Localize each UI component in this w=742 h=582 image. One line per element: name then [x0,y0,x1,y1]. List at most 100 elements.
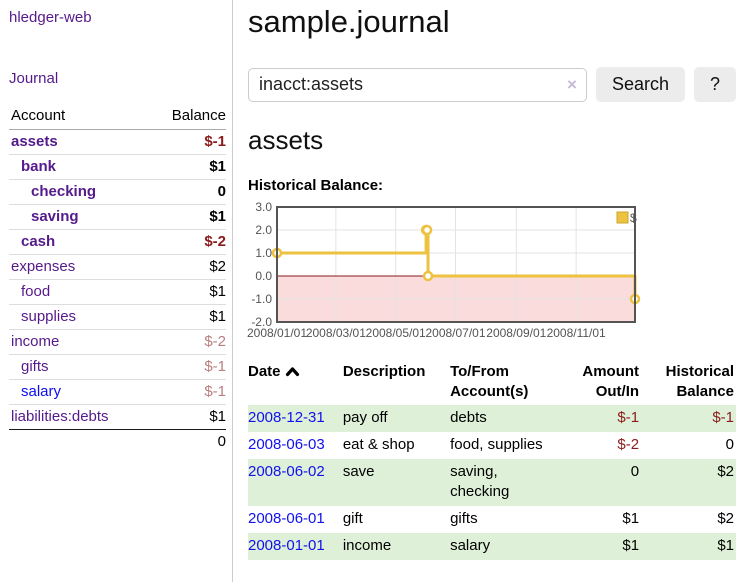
account-tree-body: assets $-1 bank $1 checking 0 saving $1 cash $-2 e… [9,129,226,430]
date-header-label: Date [248,363,281,380]
account-balance: $-2 [204,333,226,350]
legend-swatch [616,211,629,224]
sidebar-item-journal[interactable]: Journal [9,70,59,87]
transaction-row: 2008-12-31 pay off debts $-1 $-1 [248,405,736,432]
page-title: sample.journal [248,4,450,39]
column-header-date[interactable]: Date [248,360,343,405]
account-balance: $1 [209,408,226,425]
transaction-accounts: salary [450,537,491,554]
sidebar-account-link[interactable]: supplies [21,308,77,325]
transaction-amount: $-2 [617,436,640,453]
account-row: assets $-1 [9,129,226,155]
sidebar: hledger-web Journal Account Balance asse… [0,0,233,582]
balance-column-header: Balance [149,103,226,130]
main-content: sample.journal × Search ? assets Histori… [234,0,742,582]
column-header-description[interactable]: Description [342,363,426,380]
y-axis-tick-label: 2.0 [255,223,272,237]
transaction-description: income [342,537,392,554]
transaction-row: 2008-01-01 income salary $1 $1 [248,533,736,560]
account-tree: Account Balance assets $-1 bank $1 checking 0… [9,103,226,454]
x-axis-tick-label: 2008/11/01 [547,326,606,340]
search-button[interactable]: Search [595,67,685,102]
account-balance: $2 [209,258,226,275]
historical-balance-chart-svg: $3.0 2.0 1.0 0.0 -1.0 -2.02008/01/012008/03/0… [247,200,641,340]
account-row: expenses $2 [9,254,226,280]
x-axis-tick-label: 2008/07/01 [425,326,485,340]
register-header-row: Date Description To/From Account(s) Amou… [248,360,736,405]
y-axis-tick-label: 3.0 [255,200,272,214]
sidebar-account-link[interactable]: bank [21,158,57,175]
app-title-link[interactable]: hledger-web [9,9,92,26]
account-balance: $1 [209,283,226,300]
x-axis-tick-label: 2008/09/01 [486,326,546,340]
sort-ascending-icon [285,367,299,377]
x-axis-tick-label: 2008/03/01 [306,326,366,340]
sidebar-account-link[interactable]: cash [21,233,56,250]
sidebar-account-link[interactable]: income [11,333,60,350]
account-column-header: Account [9,103,150,130]
transaction-description: eat & shop [342,436,415,453]
transaction-date-link[interactable]: 2008-01-01 [248,537,325,554]
y-axis-tick-label: 0.0 [255,269,272,283]
sidebar-account-link[interactable]: gifts [21,358,49,375]
sidebar-account-link[interactable]: checking [31,183,97,200]
column-header-balance[interactable]: Historical Balance [665,363,734,400]
sidebar-account-link[interactable]: food [21,283,51,300]
account-balance: $1 [209,308,226,325]
transaction-date-link[interactable]: 2008-12-31 [248,409,325,426]
sidebar-account-link[interactable]: assets [11,133,58,150]
account-balance: $-1 [204,383,226,400]
transaction-accounts: food, supplies [450,436,543,453]
account-row: salary $-1 [9,379,226,405]
transaction-balance: $-1 [712,409,734,426]
sidebar-account-link[interactable]: saving [31,208,79,225]
chart-label: Historical Balance: [248,177,384,194]
account-row: food $1 [9,279,226,305]
transaction-balance: $2 [717,463,734,480]
transaction-accounts: debts [450,409,487,426]
total-balance: 0 [217,433,226,450]
account-balance: 0 [217,183,226,200]
transaction-accounts: gifts [450,510,478,527]
search-form: × Search ? [248,67,736,102]
transaction-balance: $2 [717,510,734,527]
transaction-date-link[interactable]: 2008-06-03 [248,436,325,453]
register-table: Date Description To/From Account(s) Amou… [248,360,736,560]
account-row: cash $-2 [9,229,226,255]
account-row: gifts $-1 [9,354,226,380]
sidebar-account-link[interactable]: salary [21,383,62,400]
account-tree-header: Account Balance [9,103,226,130]
account-balance: $-1 [204,358,226,375]
x-axis-tick-label: 2008/05/01 [366,326,426,340]
column-header-amount[interactable]: Amount Out/In [582,363,640,400]
account-balance: $1 [209,208,226,225]
account-row: saving $1 [9,204,226,230]
clear-search-icon[interactable]: × [567,74,577,94]
help-button[interactable]: ? [693,67,736,102]
account-balance: $-1 [204,133,226,150]
register-body: 2008-12-31 pay off debts $-1 $-1 2008-06-03 ea… [248,405,736,560]
account-row: liabilities:debts $1 [9,404,226,430]
transaction-description: save [342,463,375,480]
account-balance: $1 [209,158,226,175]
account-row: supplies $1 [9,304,226,330]
y-axis-tick-label: -2.0 [251,315,272,329]
search-input[interactable] [248,67,587,102]
x-axis-tick-label: 2008/01/01 [247,326,307,340]
transaction-date-link[interactable]: 2008-06-02 [248,463,325,480]
transaction-balance: 0 [725,436,734,453]
account-row: bank $1 [9,154,226,180]
transaction-amount: $-1 [617,409,640,426]
legend-label: $ [630,211,637,225]
transaction-amount: $1 [622,510,640,527]
sidebar-account-link[interactable]: expenses [11,258,76,275]
account-row: checking 0 [9,179,226,205]
account-balance: $-2 [204,233,226,250]
column-header-accounts[interactable]: To/From Account(s) [450,363,529,400]
y-axis-tick-label: -1.0 [251,292,272,306]
transaction-date-link[interactable]: 2008-06-01 [248,510,325,527]
transaction-amount: $1 [622,537,640,554]
transaction-amount: 0 [630,463,640,480]
transaction-row: 2008-06-01 gift gifts $1 $2 [248,506,736,533]
sidebar-account-link[interactable]: liabilities:debts [11,408,109,425]
